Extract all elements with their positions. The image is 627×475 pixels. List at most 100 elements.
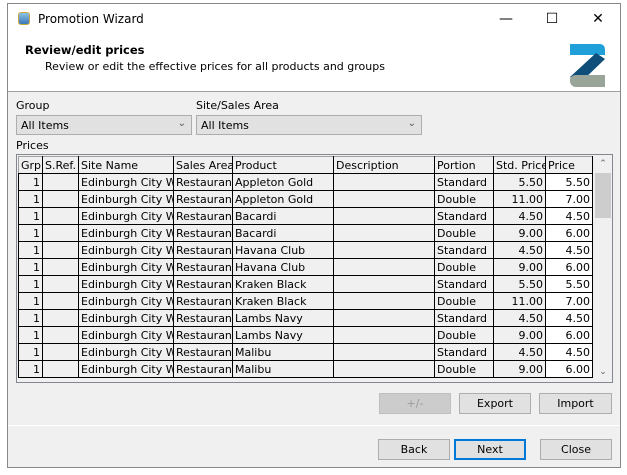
- table-row[interactable]: 1 Edinburgh City WestRestaurantMalibu Doub…: [18, 360, 593, 378]
- site-sales-area-value: All Items: [201, 119, 249, 132]
- cell-grp: 1: [18, 173, 43, 191]
- cell-grp: 1: [18, 292, 43, 310]
- minimize-button[interactable]: —: [499, 11, 513, 27]
- cell-s-ref: [42, 241, 79, 259]
- cell-site-name: Edinburgh City West: [78, 275, 174, 293]
- cell-price[interactable]: 6.00: [545, 360, 593, 378]
- window-title: Promotion Wizard: [38, 12, 144, 26]
- cell-site-name: Edinburgh City West: [78, 292, 174, 310]
- cell-price[interactable]: 7.00: [545, 292, 593, 310]
- vertical-scrollbar[interactable]: ⌃ ⌄: [594, 156, 612, 381]
- table-row[interactable]: 1 Edinburgh City WestRestaurantAppleton G…: [18, 190, 593, 208]
- column-header[interactable]: Std. Price: [493, 156, 546, 174]
- table-row[interactable]: 1 Edinburgh City WestRestaurantHavana Clu…: [18, 241, 593, 259]
- scroll-thumb[interactable]: [595, 173, 611, 218]
- cell-s-ref: [42, 360, 79, 378]
- maximize-button[interactable]: ☐: [545, 11, 559, 27]
- cell-sales-area: Restaurant: [173, 241, 233, 259]
- cell-site-name: Edinburgh City West: [78, 190, 174, 208]
- cell-sales-area: Restaurant: [173, 360, 233, 378]
- group-dropdown[interactable]: All Items ⌄: [16, 115, 192, 135]
- cell-product: Malibu: [232, 343, 334, 361]
- cell-s-ref: [42, 343, 79, 361]
- cell-product: Lambs Navy: [232, 326, 334, 344]
- cell-price[interactable]: 6.00: [545, 258, 593, 276]
- cell-s-ref: [42, 275, 79, 293]
- table-row[interactable]: 1 Edinburgh City WestRestaurantLambs Navy…: [18, 326, 593, 344]
- next-button[interactable]: Next: [454, 439, 526, 460]
- cell-price[interactable]: 4.50: [545, 207, 593, 225]
- plus-minus-button[interactable]: +/-: [379, 393, 451, 414]
- table-row[interactable]: 1 Edinburgh City WestRestaurantLambs Navy…: [18, 309, 593, 327]
- cell-price[interactable]: 4.50: [545, 343, 593, 361]
- column-header[interactable]: S.Ref.: [42, 156, 79, 174]
- cell-site-name: Edinburgh City West: [78, 173, 174, 191]
- cell-sales-area: Restaurant: [173, 309, 233, 327]
- cell-price[interactable]: 4.50: [545, 309, 593, 327]
- close-window-button[interactable]: ✕: [592, 11, 604, 27]
- cell-portion: Standard: [434, 275, 494, 293]
- table-row[interactable]: 1 Edinburgh City WestRestaurantBacardi Dou…: [18, 224, 593, 242]
- cell-site-name: Edinburgh City West: [78, 258, 174, 276]
- cell-sales-area: Restaurant: [173, 224, 233, 242]
- cell-description: [333, 190, 435, 208]
- cell-grp: 1: [18, 309, 43, 327]
- column-header[interactable]: Description: [333, 156, 435, 174]
- back-button[interactable]: Back: [378, 439, 450, 460]
- cell-portion: Double: [434, 258, 494, 276]
- cell-product: Kraken Black: [232, 275, 334, 293]
- cell-std-price: 4.50: [493, 207, 546, 225]
- cell-description: [333, 241, 435, 259]
- cell-portion: Standard: [434, 241, 494, 259]
- cell-product: Bacardi: [232, 207, 334, 225]
- cell-price[interactable]: 5.50: [545, 173, 593, 191]
- column-header[interactable]: Sales Area: [173, 156, 233, 174]
- column-header[interactable]: Grp: [18, 156, 43, 174]
- cell-std-price: 5.50: [493, 275, 546, 293]
- cell-product: Bacardi: [232, 224, 334, 242]
- column-header[interactable]: Portion: [434, 156, 494, 174]
- column-header[interactable]: Product: [232, 156, 334, 174]
- cell-site-name: Edinburgh City West: [78, 207, 174, 225]
- site-sales-area-label: Site/Sales Area: [196, 99, 279, 112]
- scroll-up-icon[interactable]: ⌃: [599, 159, 607, 169]
- cell-grp: 1: [18, 190, 43, 208]
- cell-site-name: Edinburgh City West: [78, 241, 174, 259]
- import-button[interactable]: Import: [539, 393, 612, 414]
- cell-product: Havana Club: [232, 258, 334, 276]
- table-row[interactable]: 1 Edinburgh City WestRestaurantHavana Clu…: [18, 258, 593, 276]
- brand-logo: [570, 44, 605, 87]
- cell-portion: Double: [434, 326, 494, 344]
- promotion-wizard-window: Promotion Wizard — ☐ ✕ Review/edit price…: [7, 3, 621, 468]
- cell-s-ref: [42, 173, 79, 191]
- cell-site-name: Edinburgh City West: [78, 224, 174, 242]
- cell-site-name: Edinburgh City West: [78, 326, 174, 344]
- table-row[interactable]: 1 Edinburgh City WestRestaurantBacardi Sta…: [18, 207, 593, 225]
- close-button[interactable]: Close: [540, 439, 612, 460]
- cell-price[interactable]: 5.50: [545, 275, 593, 293]
- wizard-header: Review/edit prices Review or edit the ef…: [8, 34, 620, 92]
- table-row[interactable]: 1 Edinburgh City WestRestaurantKraken Bla…: [18, 275, 593, 293]
- column-header[interactable]: Price: [545, 156, 593, 174]
- site-sales-area-dropdown[interactable]: All Items ⌄: [196, 115, 422, 135]
- cell-description: [333, 173, 435, 191]
- table-row[interactable]: 1 Edinburgh City WestRestaurantKraken Bla…: [18, 292, 593, 310]
- table-row[interactable]: 1 Edinburgh City WestRestaurantMalibu Stan…: [18, 343, 593, 361]
- scroll-down-icon[interactable]: ⌄: [599, 367, 607, 377]
- cell-price[interactable]: 6.00: [545, 224, 593, 242]
- column-header[interactable]: Site Name: [78, 156, 174, 174]
- cell-price[interactable]: 7.00: [545, 190, 593, 208]
- cell-grp: 1: [18, 224, 43, 242]
- cell-product: Havana Club: [232, 241, 334, 259]
- export-button[interactable]: Export: [459, 393, 531, 414]
- cell-price[interactable]: 4.50: [545, 241, 593, 259]
- cell-price[interactable]: 6.00: [545, 326, 593, 344]
- cell-std-price: 4.50: [493, 241, 546, 259]
- cell-grp: 1: [18, 326, 43, 344]
- cell-description: [333, 258, 435, 276]
- table-row[interactable]: 1 Edinburgh City WestRestaurantAppleton G…: [18, 173, 593, 191]
- cell-sales-area: Restaurant: [173, 343, 233, 361]
- cell-portion: Double: [434, 292, 494, 310]
- cell-grp: 1: [18, 241, 43, 259]
- prices-grid[interactable]: Grp S.Ref. Site Name Sales Area Product Descr…: [16, 154, 613, 383]
